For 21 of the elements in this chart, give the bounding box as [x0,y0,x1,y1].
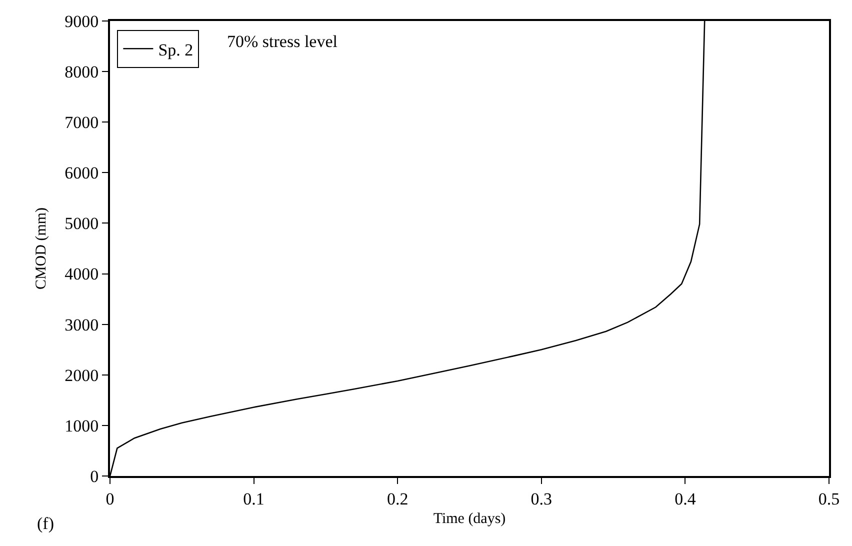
y-tick-label: 4000 [64,264,99,284]
x-tick-label: 0.2 [386,489,408,508]
y-tick-label: 7000 [64,113,99,132]
x-tick-label: 0.5 [818,489,840,508]
y-tick-label: 1000 [64,416,99,436]
y-tick-label: 8000 [64,62,99,82]
y-tick-label: 3000 [64,315,99,334]
y-axis-title: CMOD (mm) [33,207,50,290]
y-tick-label: 0 [90,466,99,486]
y-tick-label: 9000 [64,12,99,31]
y-tick-label: 2000 [64,366,99,385]
x-tick-label: 0.3 [530,489,552,508]
text: (f) [37,514,54,533]
x-axis-title: Time (days) [433,510,506,527]
x-tick-label: 0.1 [243,489,264,508]
y-tick-label: 6000 [64,164,99,183]
x-tick-label: 0.4 [674,489,696,508]
legend-label: Sp. 2 [158,40,194,60]
annotation: 70% stress level [227,32,338,51]
y-tick-label: 5000 [64,214,99,234]
x-tick-label: 0 [106,489,114,508]
